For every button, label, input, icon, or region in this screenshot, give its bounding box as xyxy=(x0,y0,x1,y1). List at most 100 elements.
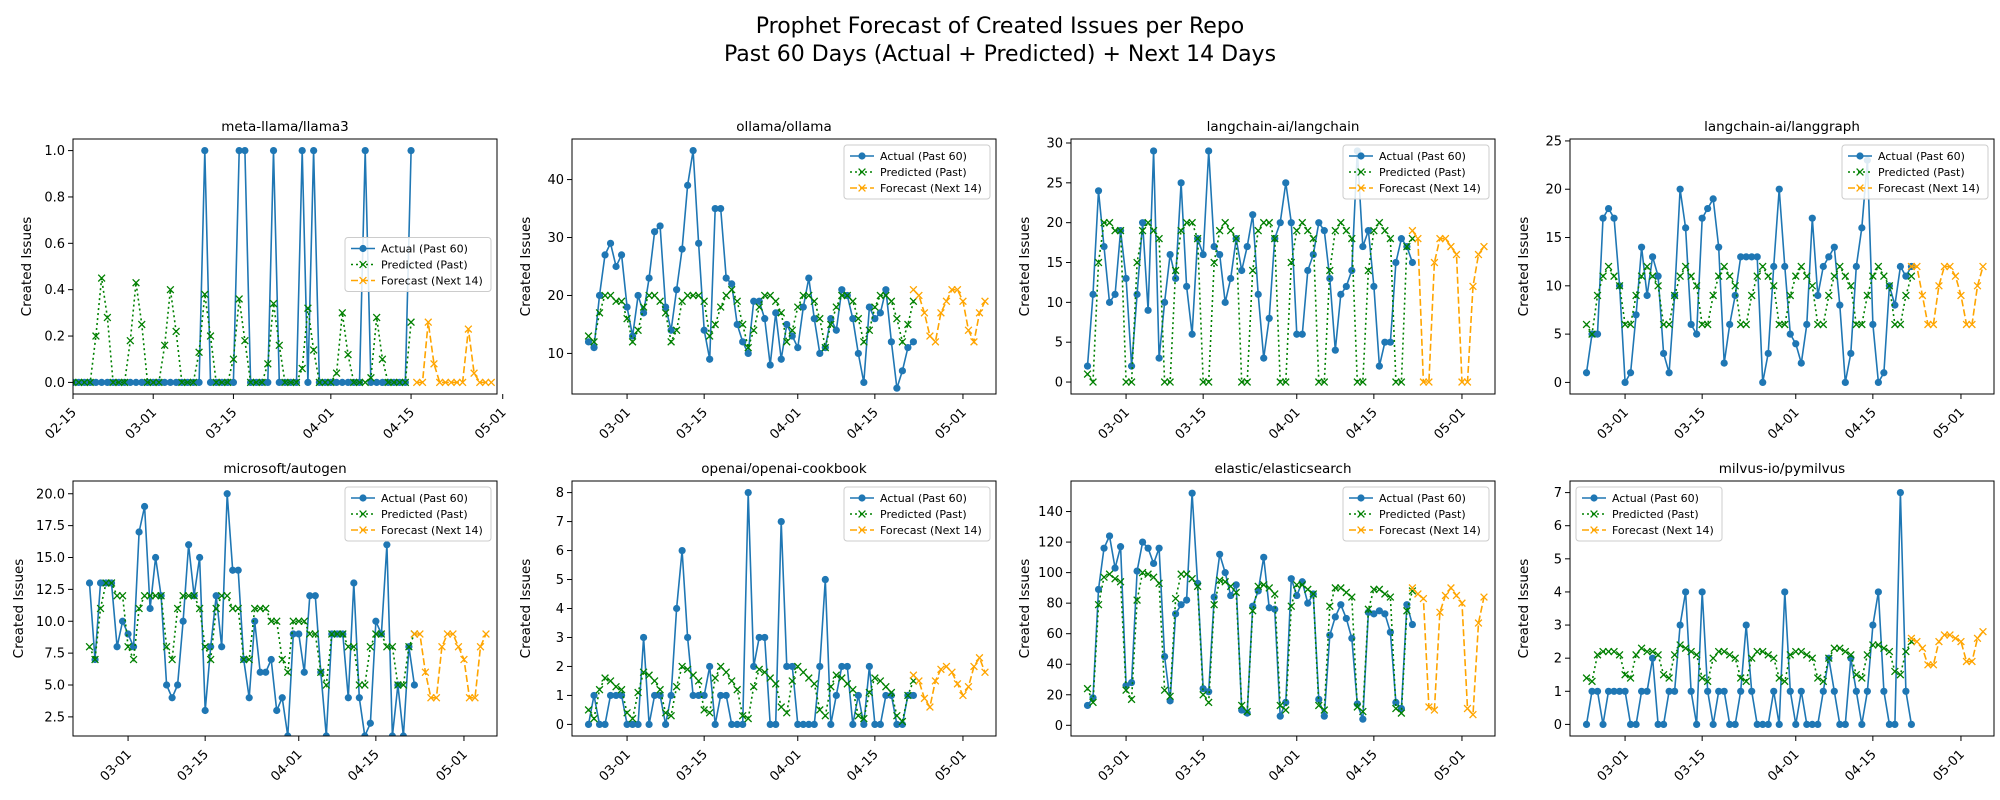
actual-point xyxy=(168,694,176,702)
plot-area xyxy=(584,146,989,392)
actual-point xyxy=(656,691,664,700)
predicted-point xyxy=(1659,320,1668,329)
predicted-point xyxy=(223,378,232,387)
actual-point xyxy=(103,378,111,387)
predicted-point xyxy=(407,318,415,326)
predicted-point xyxy=(269,299,278,308)
forecast-point xyxy=(1940,631,1949,639)
predicted-point xyxy=(1089,378,1097,386)
predicted-point xyxy=(1902,291,1910,300)
predicted-point xyxy=(157,591,165,600)
predicted-point xyxy=(733,685,742,694)
actual-point xyxy=(1836,720,1844,729)
actual-point xyxy=(656,222,664,230)
legend-forecast-label: Forecast (Next 14) xyxy=(381,275,483,288)
y-tick-label: 0 xyxy=(1554,718,1562,733)
predicted-point xyxy=(1259,580,1268,589)
predicted-point xyxy=(129,655,138,664)
predicted-point xyxy=(628,337,637,346)
forecast-point xyxy=(1419,378,1428,386)
legend: Actual (Past 60) Predicted (Past) Forecast… xyxy=(1575,486,1723,542)
predicted-point xyxy=(305,630,314,638)
predicted-point xyxy=(1094,258,1103,267)
predicted-point xyxy=(1824,291,1833,300)
predicted-point xyxy=(1094,600,1103,609)
actual-point xyxy=(733,320,741,329)
predicted-point xyxy=(151,591,160,600)
predicted-point xyxy=(195,348,203,357)
predicted-point xyxy=(1215,226,1224,235)
y-tick-label: 5 xyxy=(1554,552,1562,567)
predicted-point xyxy=(245,655,254,664)
y-tick-label: 120 xyxy=(1038,536,1063,551)
forecast-point xyxy=(435,378,444,387)
legend-predicted-marker xyxy=(858,168,866,176)
predicted-point xyxy=(1720,647,1729,656)
predicted-point xyxy=(1122,686,1130,695)
actual-point xyxy=(1742,621,1750,629)
actual-point xyxy=(1759,378,1767,387)
predicted-point xyxy=(1122,378,1130,386)
forecast-point xyxy=(1913,637,1921,646)
predicted-point xyxy=(1852,670,1861,679)
predicted-point xyxy=(1127,378,1136,386)
actual-point xyxy=(166,378,175,387)
legend-forecast-label: Forecast (Next 14) xyxy=(381,524,483,537)
legend-actual-marker xyxy=(1357,152,1365,160)
predicted-point xyxy=(1281,706,1290,714)
predicted-point xyxy=(1846,651,1855,659)
predicted-point xyxy=(1742,677,1751,686)
forecast-point xyxy=(464,325,473,333)
actual-line xyxy=(88,493,416,736)
predicted-point xyxy=(349,378,358,387)
actual-point xyxy=(1874,588,1882,596)
predicted-point xyxy=(1863,651,1872,659)
actual-point xyxy=(893,384,901,392)
forecast-point xyxy=(931,337,940,346)
predicted-point xyxy=(904,320,912,329)
predicted-point xyxy=(252,378,261,387)
y-tick-label: 0.4 xyxy=(44,283,65,298)
axes-frame xyxy=(1569,138,1995,395)
predicted-point xyxy=(1105,570,1114,579)
y-tick-label: 10 xyxy=(1545,279,1562,294)
actual-point xyxy=(1593,330,1602,338)
actual-point xyxy=(1149,559,1158,568)
actual-point xyxy=(1320,227,1328,235)
predicted-point xyxy=(749,326,758,335)
forecast-point xyxy=(438,642,446,651)
y-tick-label: 1.0 xyxy=(44,144,65,159)
actual-point xyxy=(1370,282,1378,291)
legend-actual-label: Actual (Past 60) xyxy=(880,150,967,163)
predicted-point xyxy=(678,662,686,671)
actual-point xyxy=(1808,214,1816,222)
forecast-point xyxy=(964,326,973,335)
predicted-point xyxy=(1270,590,1279,598)
predicted-point xyxy=(366,642,375,651)
actual-point xyxy=(832,326,840,334)
forecast-point xyxy=(470,369,478,377)
legend-box xyxy=(1575,486,1723,542)
y-tick-label: 15.0 xyxy=(36,551,65,566)
actual-point xyxy=(295,630,303,638)
actual-point xyxy=(711,720,719,729)
predicted-point xyxy=(1221,218,1230,227)
predicted-point xyxy=(140,591,149,600)
actual-point xyxy=(298,146,306,155)
actual-point xyxy=(1205,147,1213,155)
predicted-point xyxy=(1709,291,1718,300)
actual-point xyxy=(810,720,818,729)
actual-point xyxy=(1676,185,1684,193)
forecast-point xyxy=(1907,262,1916,271)
predicted-point xyxy=(1863,291,1872,300)
predicted-point xyxy=(601,674,609,682)
predicted-point xyxy=(178,378,186,387)
predicted-point xyxy=(1336,584,1345,592)
forecast-point xyxy=(970,337,978,346)
predicted-point xyxy=(1353,378,1362,386)
predicted-point xyxy=(612,297,620,306)
actual-point xyxy=(1105,532,1114,540)
actual-point xyxy=(590,344,598,352)
predicted-point xyxy=(870,303,879,311)
actual-point xyxy=(1687,320,1695,329)
